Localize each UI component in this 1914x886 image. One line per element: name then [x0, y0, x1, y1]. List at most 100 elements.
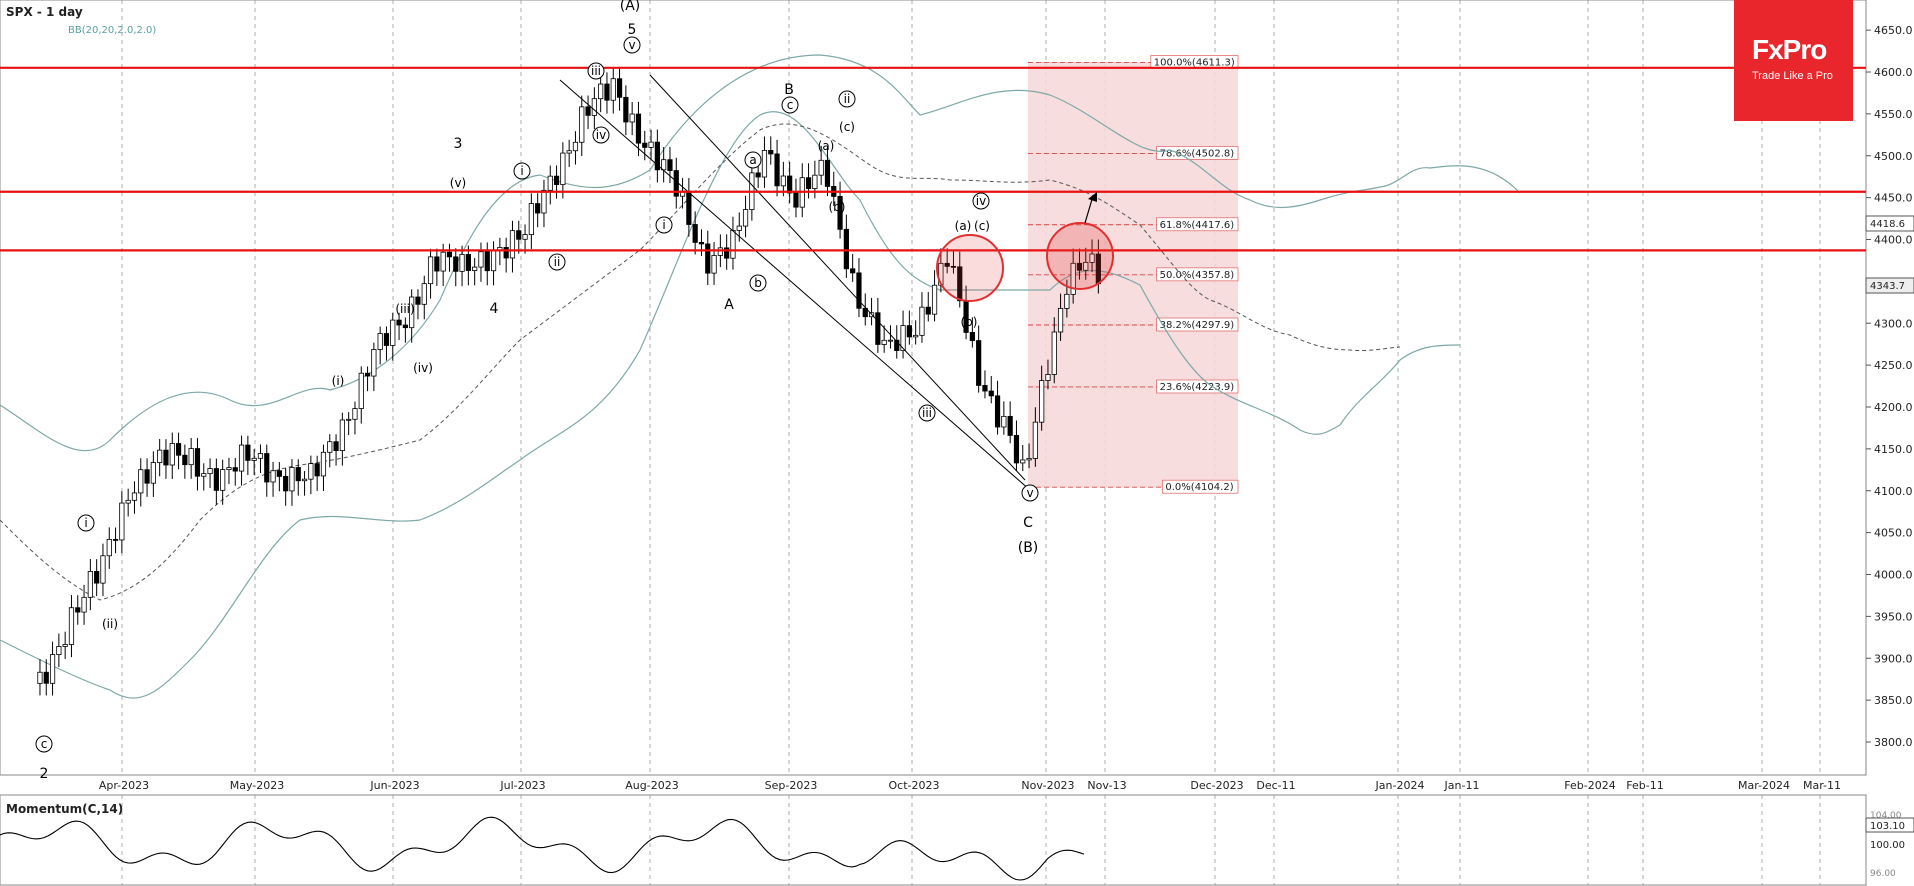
wave-label-circle [749, 274, 767, 292]
candle-body [705, 243, 711, 274]
momentum-tick-top: 104.00 [1870, 811, 1902, 821]
candle-body [289, 467, 295, 492]
candle-body [100, 555, 106, 584]
candle-body [881, 339, 887, 345]
candle-body [81, 596, 87, 613]
momentum-value-tag [1865, 817, 1914, 833]
wave-label: v [1026, 486, 1033, 500]
candle-body [547, 175, 553, 191]
wave-label: (a) [818, 139, 835, 153]
fib-label: 23.6%(4223.9) [1160, 382, 1235, 393]
x-tick-label: Mar-2024 [1738, 779, 1790, 792]
candle-body [1026, 458, 1032, 461]
y-tick-label: 4600.0 [1874, 66, 1913, 79]
candle-body [755, 172, 761, 178]
wave-label: (iii) [395, 302, 414, 316]
candle-body [434, 256, 440, 272]
fib-label: 78.6%(4502.8) [1160, 148, 1235, 159]
fib-label-box [1162, 479, 1239, 494]
candle-body [623, 96, 629, 123]
candle-body [478, 251, 484, 268]
y-tick-label: 4200.0 [1874, 401, 1913, 414]
candle-body [131, 492, 138, 501]
candle-body [812, 174, 818, 189]
candle-body [906, 325, 912, 338]
wave-label: v [628, 38, 635, 52]
candle-body [188, 448, 194, 466]
candle-body [453, 256, 459, 272]
wave-label: C [1023, 515, 1033, 531]
x-tick-label: Jun-2023 [369, 779, 419, 792]
candle-body [56, 646, 62, 655]
y-tick-label: 4300.0 [1874, 317, 1913, 330]
candle-body [793, 192, 799, 208]
candle-body [1089, 253, 1095, 263]
candle-body [862, 307, 868, 318]
candle-body [919, 306, 925, 336]
candle-body [238, 444, 245, 472]
wave-label: i [520, 164, 523, 178]
candle-body [459, 254, 465, 272]
wave-label: iii [922, 406, 932, 420]
fib-label: 0.0%(4104.2) [1165, 482, 1233, 493]
candle-body [742, 209, 749, 227]
candle-body [994, 395, 1001, 428]
y-tick-label: 4250.0 [1874, 359, 1913, 372]
wave-label: c [41, 737, 48, 751]
candle-body [87, 571, 93, 598]
y-tick-label: 4450.0 [1874, 192, 1913, 205]
x-tick-label: May-2023 [230, 779, 285, 792]
wave-label-circle [513, 162, 531, 180]
y-tick-label: 4650.0 [1874, 24, 1913, 37]
candle-body [1083, 262, 1089, 271]
wave-label: i [662, 218, 665, 232]
wave-label: 4 [490, 301, 499, 317]
bb-middle-band [0, 123, 1401, 601]
candle-body [169, 443, 175, 466]
momentum-value-text: 103.10 [1870, 821, 1905, 832]
wave-label-circle [655, 216, 673, 234]
candle-body [283, 476, 289, 492]
momentum-tick-low: 96.00 [1870, 869, 1896, 879]
wave-label-circle [781, 96, 799, 114]
candle-body [1064, 293, 1070, 309]
candle-body [730, 229, 736, 259]
candle-body [604, 83, 610, 101]
wave-label: iv [596, 128, 606, 142]
fib-label-box [1156, 146, 1239, 160]
candle-body [566, 150, 572, 154]
candle-body [220, 469, 226, 491]
wave-label: (ii) [102, 617, 118, 631]
candle-body [138, 469, 144, 494]
candle-body [94, 571, 100, 584]
wave-label-circle [918, 404, 936, 422]
candle-body [509, 230, 516, 259]
candle-body [988, 390, 994, 397]
channel-upper-line [649, 74, 1026, 481]
brand-tagline: Trade Like a Pro [1752, 70, 1833, 82]
fib-label: 50.0%(4357.8) [1160, 270, 1235, 281]
momentum-tick-mid: 100.00 [1870, 840, 1905, 851]
candle-body [1039, 380, 1045, 423]
candle-body [717, 247, 723, 256]
wave-label: ii [844, 92, 851, 106]
wave-label: A [724, 297, 734, 313]
candle-body [207, 468, 213, 475]
wave-label: 2 [40, 766, 49, 782]
candle-body [1070, 262, 1076, 295]
candle-body [875, 312, 881, 345]
candle-body [245, 444, 251, 461]
candle-body [465, 254, 471, 271]
wave-label: iv [976, 194, 986, 208]
candle-body [232, 467, 238, 472]
candle-body [402, 324, 408, 329]
candle-body [585, 106, 591, 116]
candle-body [654, 141, 660, 171]
candle-body [270, 470, 276, 483]
x-tick-label: Dec-11 [1256, 779, 1295, 792]
candle-body [629, 113, 635, 123]
wave-label-circle [838, 90, 856, 108]
candle-body [37, 671, 43, 684]
candle-body [780, 175, 786, 187]
y-tick-label: 4500.0 [1874, 150, 1913, 163]
